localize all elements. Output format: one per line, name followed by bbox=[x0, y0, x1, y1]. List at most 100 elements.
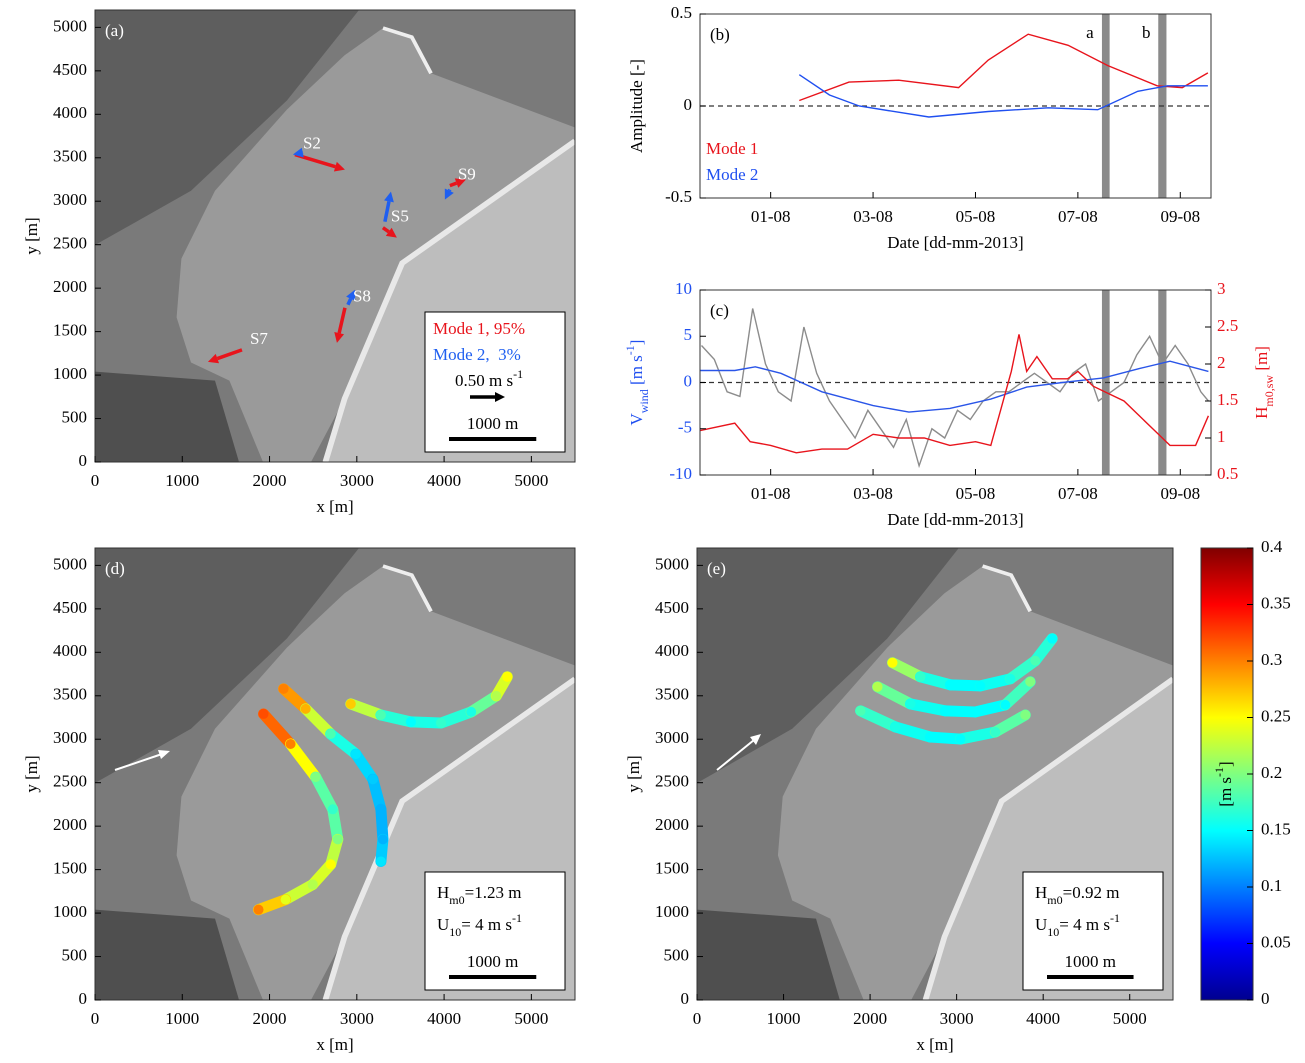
y-axis-label: y [m] bbox=[22, 755, 41, 792]
y-tick-label: 1500 bbox=[53, 859, 87, 878]
point bbox=[307, 879, 318, 890]
arrow-head bbox=[334, 331, 345, 343]
x-axis-label: x [m] bbox=[916, 1035, 953, 1054]
point bbox=[970, 706, 981, 717]
text-part: m0,sw bbox=[1262, 375, 1276, 407]
x-tick-label: 5000 bbox=[1113, 1009, 1147, 1028]
text-part: 10 bbox=[449, 925, 461, 939]
x-tick-label: 5000 bbox=[514, 1009, 548, 1028]
y-tick-label: 3500 bbox=[53, 685, 87, 704]
point bbox=[258, 708, 269, 719]
point bbox=[1020, 709, 1031, 720]
text-part: 0.50 m s bbox=[455, 371, 513, 390]
y2-tick-label: 1 bbox=[1217, 427, 1226, 446]
point bbox=[280, 894, 291, 905]
y-tick-label: 2500 bbox=[53, 234, 87, 253]
x-tick-label: 0 bbox=[693, 1009, 702, 1028]
point bbox=[890, 721, 901, 732]
legend-box bbox=[1022, 871, 1164, 991]
text-part: V bbox=[627, 412, 646, 425]
x-tick-label: 1000 bbox=[165, 1009, 199, 1028]
point bbox=[325, 729, 336, 740]
y-axis-label: y [m] bbox=[624, 755, 643, 792]
text-part: =1.23 m bbox=[465, 883, 522, 902]
y2-tick-label: 2.5 bbox=[1217, 316, 1238, 335]
panel-label: (e) bbox=[707, 559, 726, 578]
x-tick-label: 01-08 bbox=[751, 207, 791, 226]
wave-direction-arrow bbox=[716, 734, 761, 771]
point bbox=[1030, 655, 1041, 666]
point bbox=[375, 856, 386, 867]
legend-entry: Mode 1 bbox=[706, 139, 758, 158]
text-part: ] bbox=[1216, 761, 1235, 767]
y-axis-label: Vwind [m s-1] bbox=[623, 340, 651, 426]
panel-label: (d) bbox=[105, 559, 125, 578]
y-tick-label: 4000 bbox=[53, 103, 87, 122]
point bbox=[887, 657, 898, 668]
text-part: = 4 m s bbox=[461, 915, 512, 934]
station-label: S8 bbox=[353, 287, 371, 306]
point bbox=[285, 739, 296, 750]
y-tick-label: 3500 bbox=[655, 685, 689, 704]
track-segment bbox=[999, 676, 1036, 711]
y-tick-label: 0 bbox=[684, 95, 693, 114]
track-segment bbox=[258, 708, 297, 750]
track-segment bbox=[905, 698, 951, 717]
text-part: H bbox=[437, 883, 449, 902]
station-label: S7 bbox=[250, 329, 268, 348]
annotation: Hm0=0.92 m bbox=[1035, 883, 1119, 907]
colorbar bbox=[1200, 547, 1254, 1001]
point bbox=[915, 671, 926, 682]
point bbox=[1047, 633, 1058, 644]
y-tick-label: 2000 bbox=[655, 815, 689, 834]
legend-entry: Mode 1, 95% bbox=[433, 319, 525, 338]
y-tick-label: 3500 bbox=[53, 147, 87, 166]
annotation: U10= 4 m s-1 bbox=[437, 911, 522, 939]
period-label: a bbox=[1086, 23, 1094, 42]
x-tick-label: 2000 bbox=[253, 1009, 287, 1028]
y-tick-label: 5000 bbox=[655, 554, 689, 573]
x-tick-label: 2000 bbox=[253, 471, 287, 490]
y-tick-label: 500 bbox=[62, 945, 88, 964]
series-line bbox=[699, 334, 1210, 454]
point bbox=[436, 717, 447, 728]
x-tick-label: 05-08 bbox=[956, 207, 996, 226]
x-tick-label: 4000 bbox=[427, 471, 461, 490]
arrow-shaft bbox=[381, 226, 390, 234]
colorbar-label: [m s-1] bbox=[1212, 761, 1235, 806]
legend-entry: Mode 2 bbox=[706, 165, 758, 184]
x-axis-label: x [m] bbox=[316, 497, 353, 516]
x-tick-label: 07-08 bbox=[1058, 484, 1098, 503]
text-part: H bbox=[1252, 407, 1271, 419]
text-part: H bbox=[1035, 883, 1047, 902]
vector-arrow bbox=[383, 191, 394, 223]
y2-tick-label: 2 bbox=[1217, 353, 1226, 372]
arrow-head bbox=[207, 353, 220, 364]
arrow-head bbox=[384, 191, 394, 203]
annotation: U10= 4 m s-1 bbox=[1035, 911, 1120, 939]
track-segment bbox=[285, 738, 322, 783]
point bbox=[367, 774, 378, 785]
x-tick-label: 1000 bbox=[767, 1009, 801, 1028]
y-tick-label: 5000 bbox=[53, 554, 87, 573]
vector-arrow bbox=[292, 147, 304, 158]
arrow-head bbox=[346, 289, 356, 301]
point bbox=[1005, 673, 1016, 684]
track-segment bbox=[872, 681, 917, 710]
y-tick-label: 1000 bbox=[53, 902, 87, 921]
track-segment bbox=[310, 771, 339, 815]
text-part: U bbox=[1035, 915, 1047, 934]
point bbox=[975, 680, 986, 691]
text-part: [m s bbox=[1216, 777, 1235, 807]
y-tick-label: 0 bbox=[79, 989, 88, 1008]
x-tick-label: 1000 bbox=[165, 471, 199, 490]
scale-bar-label: 1000 m bbox=[1065, 952, 1116, 971]
panel-label: (b) bbox=[710, 25, 730, 44]
colorbar-tick-label: 0.05 bbox=[1261, 932, 1291, 951]
y2-tick-label: 0.5 bbox=[1217, 464, 1238, 483]
axes-frame bbox=[94, 9, 576, 463]
annotation: Hm0=1.23 m bbox=[437, 883, 521, 907]
panel-label: (c) bbox=[710, 301, 729, 320]
y-tick-label: 1000 bbox=[53, 364, 87, 383]
